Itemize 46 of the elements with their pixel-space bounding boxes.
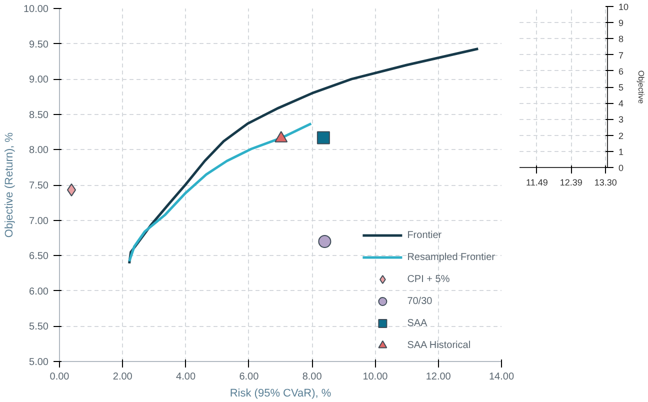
y-tick-label: 10: [618, 2, 629, 12]
legend-label: CPI + 5%: [407, 274, 450, 284]
y-tick-label: 10.00: [23, 4, 49, 15]
y-tick-label: 6: [618, 66, 624, 76]
y-tick-label: 7: [618, 50, 624, 60]
x-tick-label: 12.00: [426, 372, 452, 382]
x-tick-label: 2.00: [112, 372, 133, 382]
y-tick-label: 5.00: [29, 357, 49, 368]
y-tick-label: 9.50: [29, 39, 49, 50]
legend-label: SAA Historical: [407, 340, 471, 350]
y-tick-label: 5.50: [29, 322, 49, 333]
y-tick-label: 6.50: [29, 251, 49, 262]
y-tick-label: 1: [618, 146, 624, 157]
y-axis-title: Objective: [636, 70, 646, 104]
x-tick-label: 6.00: [239, 372, 260, 382]
point: [66, 183, 76, 196]
y-tick-label: 7.00: [29, 216, 49, 227]
y-tick-label: 6.00: [29, 286, 49, 298]
legend-label: Resampled Frontier: [407, 252, 495, 262]
y-tick-label: 3: [618, 114, 624, 125]
x-tick-label: 8.00: [302, 372, 322, 382]
y-tick-label: 8: [618, 34, 624, 44]
y-tick-label: 7.50: [29, 180, 49, 192]
x-tick-label: 10.00: [362, 372, 388, 382]
x-tick-label: 0.00: [50, 372, 70, 382]
legend-label: SAA: [407, 318, 428, 328]
x-tick-label: 4.00: [176, 372, 196, 382]
y-tick-label: 9.00: [29, 74, 49, 86]
point: [318, 234, 332, 248]
legend-label: Frontier: [407, 230, 442, 240]
x-tick-label: 14.00: [488, 372, 514, 382]
y-tick-label: 4: [618, 98, 624, 109]
y-axis-title: Objective (Return), %: [3, 132, 16, 238]
legend-label: 70/30: [407, 296, 432, 306]
x-tick-label: 13.30: [594, 178, 617, 188]
x-tick-label: 11.49: [526, 178, 548, 188]
y-tick-label: 5: [618, 82, 624, 92]
x-axis-title: Risk (95% CVaR), %: [230, 388, 332, 400]
y-tick-label: 0: [618, 163, 624, 173]
y-tick-label: 8.00: [29, 145, 49, 156]
y-tick-label: 8.50: [29, 110, 49, 121]
line-series: [128, 122, 312, 262]
y-tick-label: 9: [618, 18, 624, 28]
y-tick-label: 2: [618, 130, 624, 141]
point: [316, 131, 330, 144]
x-tick-label: 12.39: [560, 178, 582, 188]
